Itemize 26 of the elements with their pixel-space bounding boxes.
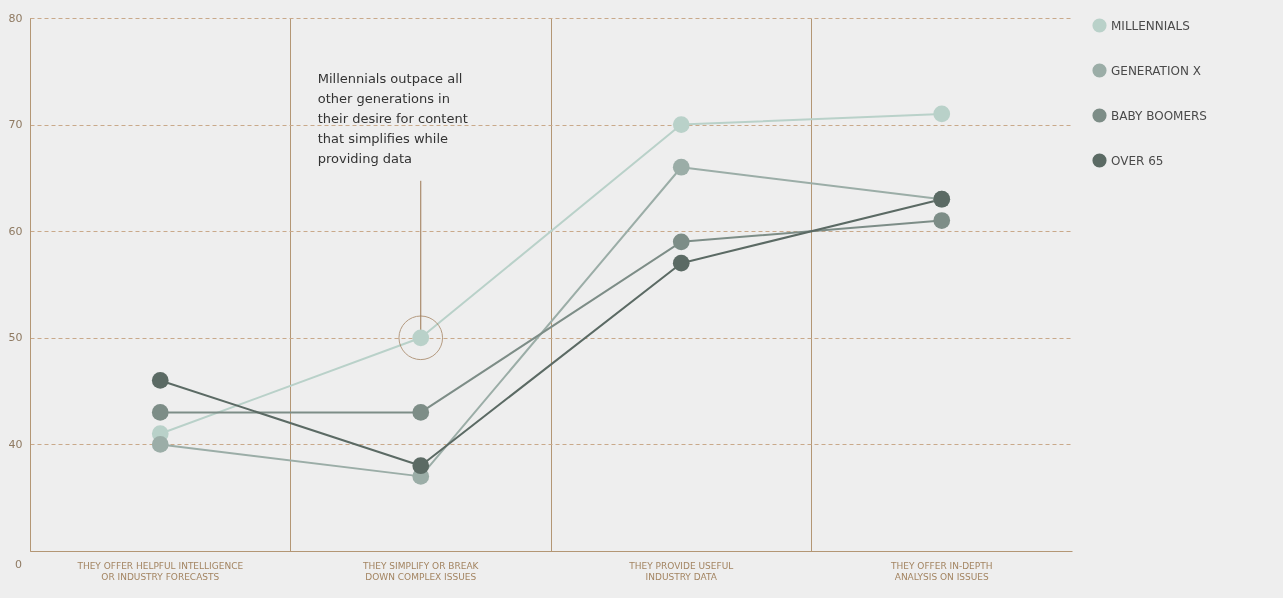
y-tick-label: 40	[8, 437, 23, 451]
y-tick-label: 70	[8, 118, 23, 132]
point	[672, 116, 690, 133]
point	[412, 457, 430, 475]
point	[933, 105, 951, 123]
point	[672, 233, 690, 251]
legend-label: GENERATION X	[1111, 63, 1201, 78]
x-tick-label: THEY OFFER HELPFUL INTELLIGENCE OR INDUSTRY FORECASTS	[76, 560, 244, 582]
point	[933, 212, 951, 229]
x-tick-label: THEY SIMPLIFY OR BREAK DOWN COMPLEX ISSUES	[362, 560, 480, 582]
point	[412, 404, 430, 421]
legend-label: OVER 65	[1111, 153, 1164, 168]
legend-label: BABY BOOMERS	[1111, 108, 1207, 123]
point	[151, 404, 169, 421]
x-tick-label: THEY OFFER IN-DEPTH ANALYSIS ON ISSUES	[890, 560, 993, 582]
annotation: Millennials outpace all other generations in their desire for content that simplifies while providing data	[317, 70, 468, 166]
text: 0	[15, 558, 22, 571]
point	[672, 158, 690, 176]
x-tick-label: THEY PROVIDE USEFUL INDUSTRY DATA	[628, 560, 734, 582]
y-tick-label: 50	[8, 331, 23, 345]
point	[151, 372, 169, 389]
y-tick-label: 60	[8, 224, 23, 238]
legend-label: MILLENNIALS	[1111, 18, 1190, 33]
y-tick-label: 80	[8, 11, 23, 25]
point	[672, 254, 690, 272]
point	[151, 436, 169, 453]
